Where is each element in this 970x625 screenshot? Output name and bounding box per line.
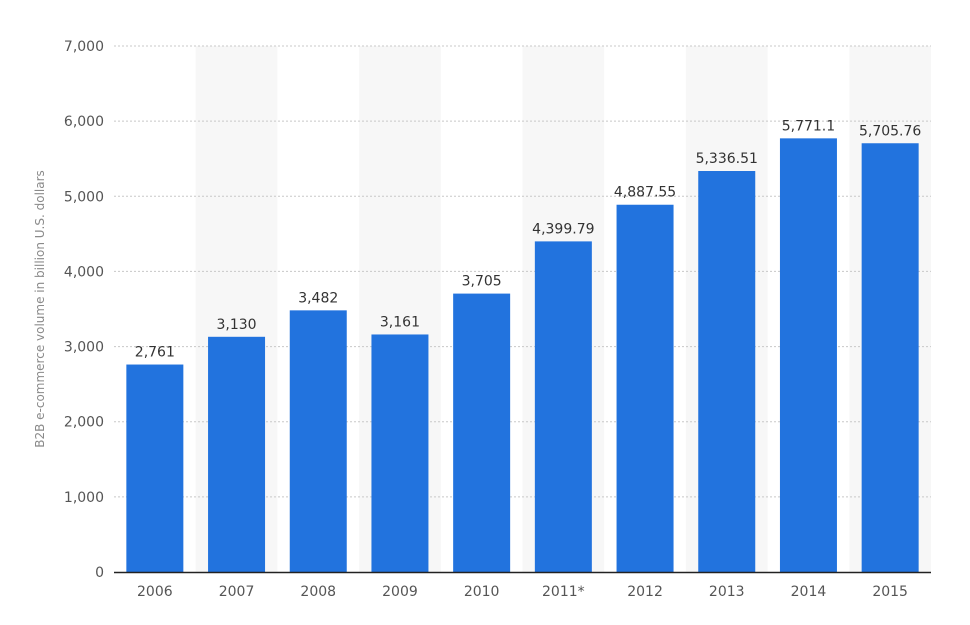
x-tick-label: 2006 bbox=[137, 584, 173, 600]
x-tick-label: 2010 bbox=[464, 584, 500, 600]
data-label: 5,705.76 bbox=[859, 123, 921, 139]
data-label: 3,161 bbox=[380, 314, 420, 330]
data-label: 5,771.1 bbox=[782, 118, 835, 134]
y-tick-label: 2,000 bbox=[64, 415, 104, 431]
data-label: 5,336.51 bbox=[696, 151, 758, 167]
data-label: 4,399.79 bbox=[532, 221, 594, 237]
bar-2013 bbox=[698, 170, 756, 572]
data-label: 2,761 bbox=[135, 345, 175, 361]
data-label: 3,482 bbox=[298, 290, 338, 306]
x-tick-label: 2014 bbox=[791, 584, 827, 600]
y-tick-label: 5,000 bbox=[64, 189, 104, 205]
x-tick-label: 2013 bbox=[709, 584, 745, 600]
x-axis-ticks: 2006 2007 2008 2009 2010 2011* 2012 2013 2014 201… bbox=[137, 584, 908, 600]
bar-2015 bbox=[861, 143, 919, 573]
bar-2008 bbox=[289, 310, 347, 572]
bars bbox=[126, 138, 919, 573]
y-tick-label: 7,000 bbox=[64, 39, 104, 55]
bar-2014 bbox=[779, 138, 837, 572]
data-labels: 2,761 3,130 3,482 3,161 3,705 4,399.79 4,887.5… bbox=[135, 118, 922, 360]
bar-2009 bbox=[371, 334, 429, 572]
y-axis-ticks: 0 1,000 2,000 3,000 4,000 5,000 6,000 7,000 bbox=[64, 39, 104, 581]
data-label: 3,130 bbox=[217, 317, 257, 333]
x-tick-label: 2012 bbox=[627, 584, 663, 600]
x-tick-label: 2009 bbox=[382, 584, 418, 600]
bar-2012 bbox=[616, 204, 674, 572]
bar-2010 bbox=[453, 293, 511, 572]
x-tick-label: 2008 bbox=[300, 584, 336, 600]
y-tick-label: 1,000 bbox=[64, 490, 104, 506]
y-tick-label: 4,000 bbox=[64, 264, 104, 280]
y-tick-label: 0 bbox=[95, 565, 104, 581]
y-axis-title: B2B e-commerce volume in billion U.S. do… bbox=[33, 170, 47, 448]
bar-2006 bbox=[126, 364, 184, 572]
bar-2011* bbox=[534, 241, 592, 572]
data-label: 3,705 bbox=[462, 274, 502, 290]
x-tick-label: 2007 bbox=[219, 584, 255, 600]
data-label: 4,887.55 bbox=[614, 185, 676, 201]
bar-2007 bbox=[208, 336, 266, 572]
x-tick-label: 2015 bbox=[872, 584, 908, 600]
y-tick-label: 6,000 bbox=[64, 114, 104, 130]
y-tick-label: 3,000 bbox=[64, 340, 104, 356]
x-tick-label: 2011* bbox=[542, 584, 585, 600]
